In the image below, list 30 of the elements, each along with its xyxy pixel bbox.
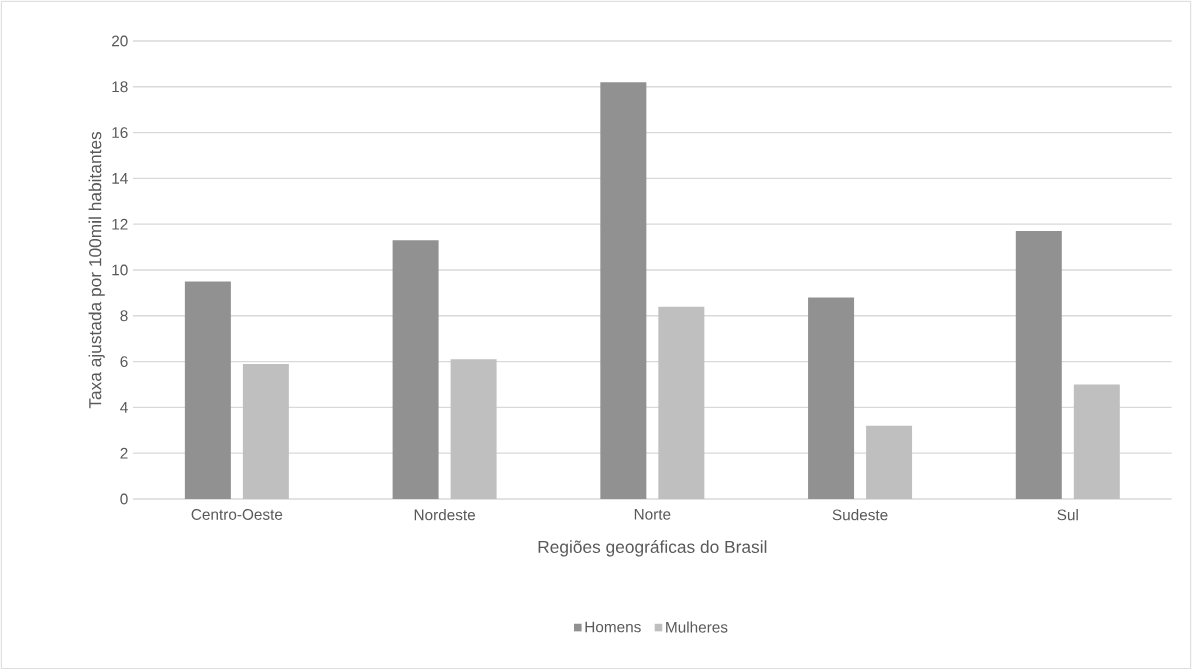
bar [1073, 384, 1120, 499]
bar [1015, 231, 1062, 499]
x-tick-label: Sudeste [832, 509, 888, 521]
bar [450, 359, 497, 499]
x-tick-label: Centro-Oeste [191, 509, 283, 520]
bar [808, 297, 855, 499]
y-tick-label: 0 [120, 493, 128, 505]
x-tick-label: Nordeste [414, 509, 476, 521]
y-tick-label: 12 [112, 218, 128, 230]
legend-label: Homens [585, 621, 641, 633]
bar [866, 425, 913, 499]
y-tick-label: 8 [120, 310, 128, 322]
y-tick-label: 20 [112, 35, 128, 47]
y-tick-label: 10 [112, 264, 128, 276]
bar [184, 281, 231, 499]
y-axis-title: Taxa ajustada por 100mil habitantes [88, 131, 105, 409]
x-axis-title: Regiões geográficas do Brasil [538, 540, 767, 557]
y-tick-label: 4 [120, 402, 128, 413]
y-tick-label: 18 [112, 81, 128, 93]
x-tick-label: Sul [1057, 509, 1078, 521]
y-tick-label: 14 [112, 173, 128, 184]
y-tick-label: 16 [112, 127, 128, 139]
bar [242, 363, 289, 499]
bar [600, 82, 647, 499]
bar [392, 240, 439, 499]
legend-label: Mulheres [666, 621, 728, 633]
x-tick-label: Norte [634, 509, 671, 520]
y-tick-label: 2 [120, 447, 128, 459]
y-tick-label: 6 [120, 356, 128, 368]
bar [658, 306, 705, 499]
